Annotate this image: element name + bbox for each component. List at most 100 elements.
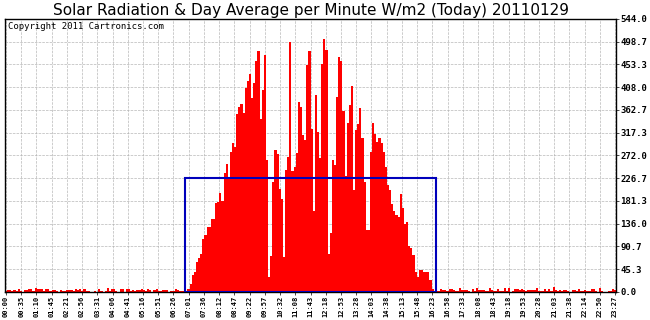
Bar bbox=[215, 203, 217, 292]
Bar bbox=[274, 150, 277, 292]
Bar bbox=[24, 290, 26, 292]
Bar bbox=[478, 290, 480, 292]
Bar bbox=[542, 291, 544, 292]
Bar bbox=[430, 280, 432, 292]
Bar bbox=[476, 288, 478, 292]
Bar bbox=[251, 98, 254, 292]
Bar bbox=[540, 291, 542, 292]
Bar bbox=[281, 199, 283, 292]
Bar bbox=[546, 291, 548, 292]
Bar bbox=[323, 39, 326, 292]
Bar bbox=[9, 290, 11, 292]
Bar bbox=[175, 289, 177, 292]
Bar bbox=[62, 291, 64, 292]
Bar bbox=[332, 160, 334, 292]
Bar bbox=[279, 189, 281, 292]
Bar bbox=[370, 152, 372, 292]
Bar bbox=[462, 290, 463, 292]
Bar bbox=[447, 291, 448, 292]
Bar bbox=[249, 74, 251, 292]
Bar bbox=[593, 289, 595, 292]
Bar bbox=[467, 291, 470, 292]
Bar bbox=[421, 269, 423, 292]
Bar bbox=[262, 90, 264, 292]
Bar bbox=[240, 104, 242, 292]
Bar bbox=[425, 272, 427, 292]
Bar bbox=[385, 167, 387, 292]
Bar bbox=[20, 291, 22, 292]
Bar bbox=[47, 289, 49, 292]
Bar bbox=[457, 291, 459, 292]
Bar bbox=[217, 203, 219, 292]
Bar bbox=[200, 254, 202, 292]
Bar bbox=[132, 290, 135, 292]
Bar bbox=[179, 291, 181, 292]
Bar bbox=[111, 289, 113, 292]
Bar bbox=[436, 291, 438, 292]
Bar bbox=[557, 291, 559, 292]
Bar bbox=[544, 289, 546, 292]
Bar bbox=[181, 291, 183, 292]
Bar bbox=[31, 289, 32, 292]
Bar bbox=[155, 289, 158, 292]
Bar bbox=[227, 177, 230, 292]
Bar bbox=[366, 230, 368, 292]
Bar bbox=[336, 97, 338, 292]
Bar bbox=[402, 207, 404, 292]
Bar bbox=[361, 138, 363, 292]
Bar bbox=[79, 289, 81, 292]
Bar bbox=[283, 257, 285, 292]
Bar bbox=[242, 113, 245, 292]
Bar bbox=[266, 160, 268, 292]
Bar bbox=[495, 291, 497, 292]
Bar bbox=[153, 290, 155, 292]
Bar bbox=[338, 57, 340, 292]
Bar bbox=[187, 289, 190, 292]
Bar bbox=[395, 215, 398, 292]
Bar bbox=[374, 133, 376, 292]
Bar bbox=[46, 289, 47, 292]
Bar bbox=[527, 290, 529, 292]
Bar bbox=[268, 277, 270, 292]
Bar bbox=[608, 291, 610, 292]
Text: Copyright 2011 Cartronics.com: Copyright 2011 Cartronics.com bbox=[8, 22, 164, 31]
Bar bbox=[298, 102, 300, 292]
Bar bbox=[313, 212, 315, 292]
Bar bbox=[567, 291, 569, 292]
Bar bbox=[349, 105, 351, 292]
Bar bbox=[126, 289, 128, 292]
Bar bbox=[334, 165, 336, 292]
Bar bbox=[489, 288, 491, 292]
Bar bbox=[196, 262, 198, 292]
Bar bbox=[595, 291, 597, 292]
Bar bbox=[291, 171, 294, 292]
Bar bbox=[236, 115, 239, 292]
Bar bbox=[412, 255, 415, 292]
Bar bbox=[41, 289, 43, 292]
Bar bbox=[330, 233, 332, 292]
Bar bbox=[109, 291, 111, 292]
Bar bbox=[64, 291, 66, 292]
Bar bbox=[355, 130, 358, 292]
Bar bbox=[26, 290, 28, 292]
Bar bbox=[247, 81, 249, 292]
Bar bbox=[448, 289, 450, 292]
Bar bbox=[311, 129, 313, 292]
Bar bbox=[576, 291, 578, 292]
Bar bbox=[234, 147, 236, 292]
Bar bbox=[586, 291, 589, 292]
Bar bbox=[122, 289, 124, 292]
Bar bbox=[287, 156, 289, 292]
Bar bbox=[71, 290, 73, 292]
Bar bbox=[415, 272, 417, 292]
Bar bbox=[455, 291, 457, 292]
Bar bbox=[86, 291, 88, 292]
Bar bbox=[141, 289, 143, 292]
Bar bbox=[213, 219, 215, 292]
Bar bbox=[164, 290, 166, 292]
Bar bbox=[525, 291, 527, 292]
Bar bbox=[49, 291, 51, 292]
Bar bbox=[480, 290, 482, 292]
Bar bbox=[571, 291, 574, 292]
Bar bbox=[561, 291, 563, 292]
